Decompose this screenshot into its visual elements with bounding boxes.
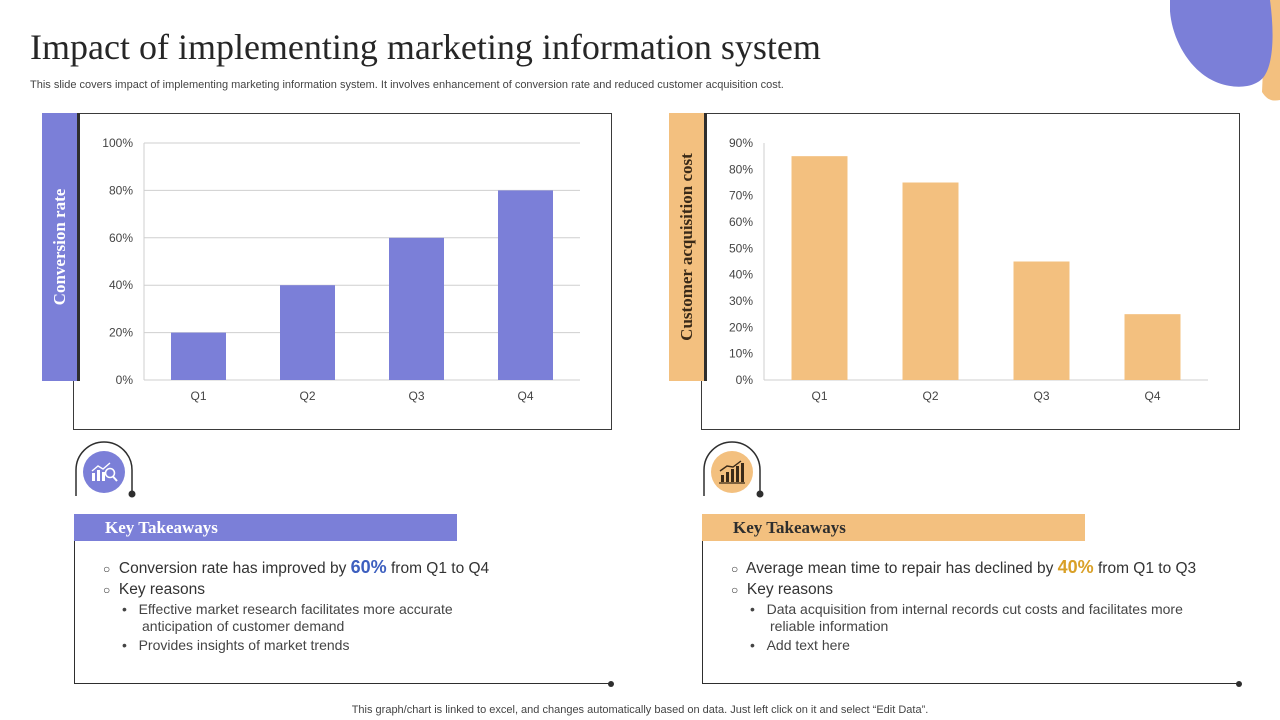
left-highlight-value: 60% [350, 557, 387, 577]
right-takeaways-heading: Key Takeaways [702, 514, 1085, 541]
conversion-rate-label: Conversion rate [49, 188, 69, 306]
x-tick-label: Q2 [299, 389, 315, 403]
conversion-rate-tab: Conversion rate [42, 113, 80, 381]
y-tick-label: 70% [729, 189, 753, 203]
right-bullet-2: ○ Key reasons [731, 581, 834, 598]
right-box-end-dot [1236, 681, 1242, 687]
y-tick-label: 0% [736, 373, 754, 387]
right-sub-bullet-1-cont: reliable information [770, 618, 889, 634]
right-bullet-1: ○ Average mean time to repair has declin… [731, 557, 1197, 577]
y-tick-label: 80% [729, 162, 753, 176]
y-tick-label: 20% [109, 326, 133, 340]
page-title: Impact of implementing marketing informa… [30, 27, 821, 67]
analytics-icon [91, 462, 118, 482]
right-takeaways-box [702, 541, 1240, 684]
bar-q3 [1013, 261, 1070, 380]
left-takeaways-heading: Key Takeaways [74, 514, 457, 541]
bar-q3 [389, 237, 444, 380]
y-tick-label: 10% [729, 347, 753, 361]
x-tick-label: Q3 [1033, 389, 1049, 403]
bar-q4 [1124, 314, 1181, 380]
x-tick-label: Q4 [1144, 389, 1160, 403]
footer-note: This graph/chart is linked to excel, and… [351, 704, 929, 716]
right-badge [711, 451, 753, 493]
y-tick-label: 60% [109, 231, 133, 245]
acquisition-cost-tab: Customer acquisition cost [669, 113, 707, 381]
circle-bullet-icon: ○ [103, 583, 111, 597]
right-highlight-value: 40% [1057, 557, 1094, 577]
left-sub-bullet-1-cont: anticipation of customer demand [142, 618, 345, 634]
circle-bullet-icon: ○ [731, 583, 739, 597]
x-tick-label: Q3 [408, 389, 424, 403]
right-sub-bullet-1: • Data acquisition from internal records… [750, 601, 1183, 617]
acquisition-cost-chart[interactable]: 0% 10% 20% 30% 40% 50% 60% 70% 80% 90% Q1 Q2 Q3 Q4 [702, 114, 1239, 429]
y-tick-label: 40% [109, 278, 133, 292]
y-tick-label: 90% [729, 136, 753, 150]
right-sub-bullet-2: • Add text here [750, 637, 850, 653]
y-tick-label: 60% [729, 215, 753, 229]
left-bullet-2: ○ Key reasons [103, 581, 206, 598]
circle-bullet-icon: ○ [103, 562, 111, 576]
left-connector-arc [75, 441, 136, 498]
x-tick-label: Q4 [517, 389, 533, 403]
y-tick-label: 50% [729, 241, 753, 255]
x-tick-label: Q1 [811, 389, 827, 403]
left-sub-bullet-1: • Effective market research facilitates … [122, 601, 453, 617]
conversion-rate-chart[interactable]: 0% 20% 40% 60% 80% 100% Q1 Q2 Q3 Q4 [74, 114, 611, 429]
y-tick-label: 20% [729, 320, 753, 334]
left-bullet-1: ○ Conversion rate has improved by 60% fr… [103, 557, 490, 577]
acquisition-cost-label: Customer acquisition cost [676, 153, 696, 341]
left-box-end-dot [608, 681, 614, 687]
bar-q4 [498, 190, 553, 380]
y-tick-label: 100% [102, 136, 133, 150]
bar-q2 [902, 182, 959, 380]
y-tick-label: 0% [116, 373, 134, 387]
right-connector-arc [703, 441, 764, 498]
page-subtitle: This slide covers impact of implementing… [30, 79, 784, 91]
left-badge [83, 451, 125, 493]
x-tick-label: Q2 [922, 389, 938, 403]
bar-q1 [171, 332, 226, 380]
left-sub-bullet-2: • Provides insights of market trends [122, 637, 350, 653]
bar-q1 [791, 156, 848, 380]
x-tick-label: Q1 [190, 389, 206, 403]
left-takeaways-box [74, 541, 612, 684]
corner-decoration [1170, 0, 1280, 101]
y-tick-label: 80% [109, 183, 133, 197]
bar-growth-icon [719, 460, 745, 484]
y-tick-label: 30% [729, 294, 753, 308]
bar-q2 [280, 285, 335, 380]
circle-bullet-icon: ○ [731, 562, 739, 576]
y-tick-label: 40% [729, 268, 753, 282]
